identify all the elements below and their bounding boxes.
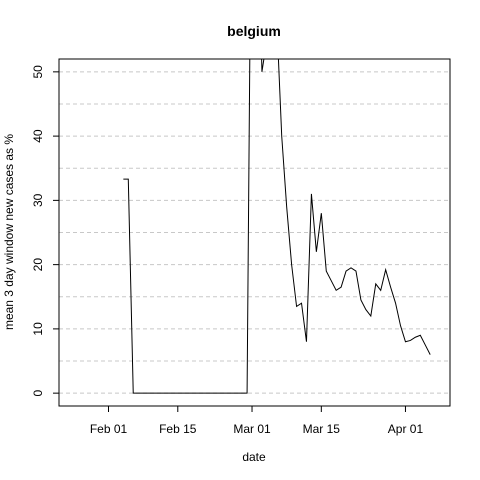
y-tick-label: 10 <box>31 322 45 336</box>
plot-area <box>123 59 431 394</box>
grid-lines <box>59 71 450 394</box>
y-tick-label: 50 <box>31 65 45 79</box>
y-tick-label: 20 <box>31 258 45 272</box>
y-tick-label: 0 <box>31 389 45 396</box>
plot-frame <box>58 58 451 407</box>
x-tick-label: Mar 01 <box>233 422 271 436</box>
x-axis-label: date <box>242 450 266 464</box>
series-line <box>123 59 431 394</box>
y-axis-label: mean 3 day window new cases as % <box>2 134 16 330</box>
y-axis: 0 10 20 30 40 50 <box>31 65 59 396</box>
x-tick-label: Feb 01 <box>90 422 128 436</box>
chart-title: belgium <box>227 23 281 39</box>
x-tick-label: Mar 15 <box>303 422 341 436</box>
y-tick-label: 40 <box>31 129 45 143</box>
x-tick-label: Feb 15 <box>159 422 197 436</box>
y-tick-label: 30 <box>31 193 45 207</box>
x-tick-label: Apr 01 <box>388 422 424 436</box>
x-axis: Feb 01 Feb 15 Mar 01 Mar 15 Apr 01 <box>90 406 424 436</box>
